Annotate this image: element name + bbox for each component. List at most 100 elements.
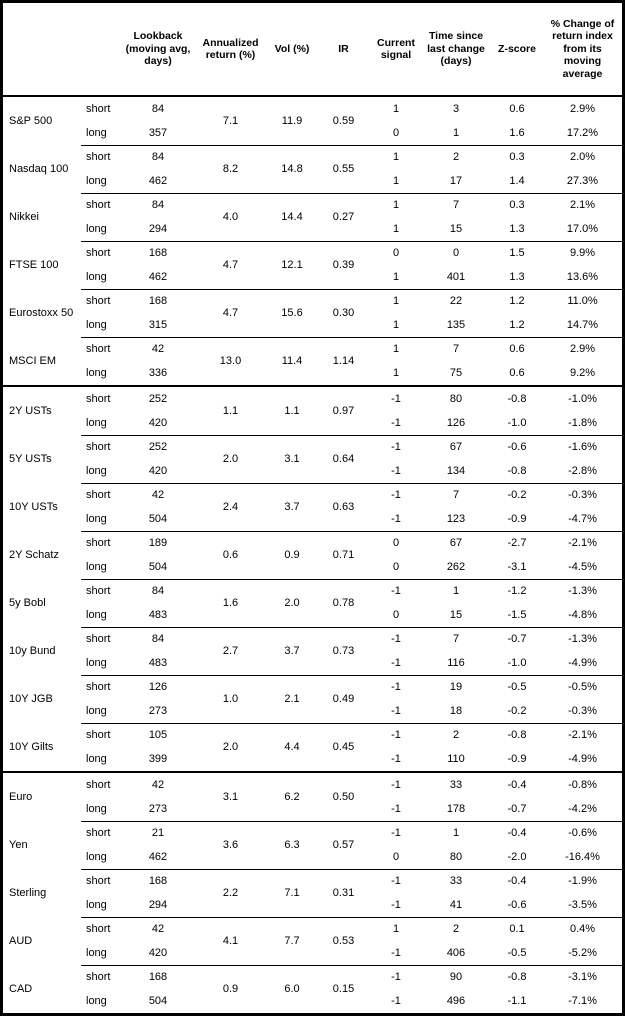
lookback-value: 420	[148, 947, 168, 959]
annualized-return-value: 2.0	[222, 741, 239, 753]
instrument-name: Euro	[9, 791, 33, 803]
z-score-value: -1.0	[507, 657, 527, 669]
instrument-name: 2Y USTs	[9, 405, 52, 417]
z-score-value: 0.3	[509, 199, 525, 211]
window-label: short	[86, 151, 111, 163]
current-signal-value: 0	[392, 247, 400, 259]
z-score-value: -0.5	[507, 947, 527, 959]
z-score-value: -0.4	[507, 827, 527, 839]
annualized-return-value: 8.2	[222, 163, 239, 175]
z-score-value: 1.2	[509, 295, 525, 307]
time-since-value: 80	[449, 851, 463, 863]
instrument-group: 10Y JGB 1.0 2.1 0.49 short 126 -1 19 -0.5 -0.5% lo…	[3, 675, 622, 723]
window-label: long	[86, 705, 107, 717]
z-score-value: -0.4	[507, 779, 527, 791]
pct-change-value: 2.9%	[569, 343, 596, 355]
instrument-name: 10Y USTs	[9, 501, 58, 513]
instrument-name: Nikkei	[9, 211, 39, 223]
window-label: long	[86, 271, 107, 283]
annualized-return-value: 4.0	[222, 211, 239, 223]
z-score-value: -0.5	[507, 681, 527, 693]
instrument-group: S&P 500 7.1 11.9 0.59 short 84 1 3 0.6 2.9% long 35…	[3, 97, 622, 145]
z-score-value: -3.1	[507, 561, 527, 573]
current-signal-value: -1	[391, 995, 401, 1007]
window-label: long	[86, 513, 107, 525]
instrument-name: FTSE 100	[9, 259, 59, 271]
vol-value: 4.4	[284, 741, 300, 753]
window-label: long	[86, 223, 107, 235]
current-signal-value: -1	[391, 585, 401, 597]
time-since-value: 15	[449, 223, 463, 235]
ir-value: 0.49	[332, 693, 355, 705]
instrument-name: 5y Bobl	[9, 597, 46, 609]
lookback-value: 462	[148, 851, 168, 863]
vol-value: 6.3	[284, 839, 300, 851]
lookback-value: 189	[148, 537, 168, 549]
z-score-value: -0.6	[507, 899, 527, 911]
vol-value: 2.0	[284, 597, 300, 609]
window-label: short	[86, 779, 111, 791]
instrument-group: 5y Bobl 1.6 2.0 0.78 short 84 -1 1 -1.2 -1.3% long…	[3, 579, 622, 627]
window-label: long	[86, 561, 107, 573]
current-signal-value: 0	[392, 609, 400, 621]
z-score-value: -1.0	[507, 417, 527, 429]
z-score-value: -0.8	[507, 729, 527, 741]
annualized-return-value: 2.2	[222, 887, 239, 899]
lookback-value: 294	[148, 899, 168, 911]
current-signal-value: -1	[391, 899, 401, 911]
instrument-name: 10Y Gilts	[9, 741, 54, 753]
window-label: short	[86, 343, 111, 355]
ir-value: 0.63	[332, 501, 355, 513]
vol-value: 7.7	[284, 935, 300, 947]
lookback-value: 504	[148, 513, 168, 525]
instrument-name: 10Y JGB	[9, 693, 53, 705]
pct-change-value: -1.6%	[568, 441, 597, 453]
instrument-name: MSCI EM	[9, 355, 57, 367]
vol-value: 3.1	[284, 453, 300, 465]
window-label: long	[86, 465, 107, 477]
instrument-name: Eurostoxx 50	[9, 307, 74, 319]
current-signal-value: 1	[392, 199, 400, 211]
vol-value: 0.9	[284, 549, 300, 561]
window-label: long	[86, 899, 107, 911]
time-since-value: 110	[447, 753, 465, 765]
window-label: short	[86, 827, 111, 839]
current-signal-value: -1	[391, 465, 401, 477]
instrument-group: MSCI EM 13.0 11.4 1.14 short 42 1 7 0.6 2.9% long 3…	[3, 337, 622, 385]
time-since-value: 7	[452, 199, 460, 211]
col-instrument-header	[3, 3, 81, 95]
z-score-value: -1.5	[507, 609, 527, 621]
z-score-value: -0.8	[507, 971, 527, 983]
annualized-return-value: 4.7	[222, 259, 239, 271]
window-label: long	[86, 127, 107, 139]
z-score-value: -0.9	[507, 753, 527, 765]
lookback-value: 21	[151, 827, 165, 839]
pct-change-value: -0.6%	[568, 827, 597, 839]
annualized-return-value: 3.1	[222, 791, 239, 803]
time-since-value: 134	[446, 465, 466, 477]
z-score-value: 1.3	[509, 271, 525, 283]
annualized-return-value: 1.1	[222, 405, 239, 417]
current-signal-value: -1	[391, 489, 401, 501]
current-signal-value: 1	[392, 295, 400, 307]
time-since-value: 401	[446, 271, 466, 283]
time-since-value: 262	[446, 561, 466, 573]
pct-change-value: -4.9%	[568, 753, 597, 765]
current-signal-value: 1	[392, 103, 400, 115]
annualized-return-value: 4.1	[222, 935, 239, 947]
time-since-value: 1	[452, 585, 460, 597]
pct-change-value: -1.3%	[568, 585, 597, 597]
instrument-name: Yen	[9, 839, 28, 851]
current-signal-value: -1	[391, 657, 401, 669]
current-signal-value: -1	[391, 705, 401, 717]
pct-change-value: -0.3%	[568, 489, 597, 501]
annualized-return-value: 4.7	[222, 307, 239, 319]
window-label: long	[86, 657, 107, 669]
instrument-group: CAD 0.9 6.0 0.15 short 168 -1 90 -0.8 -3.1% long 50…	[3, 965, 622, 1013]
instrument-group: 10Y Gilts 2.0 4.4 0.45 short 105 -1 2 -0.8 -2.1% l…	[3, 723, 622, 771]
lookback-value: 84	[151, 151, 165, 163]
col-time-since-header: Time since last change (days)	[427, 30, 485, 68]
col-current-signal-header: Current signal	[377, 36, 415, 62]
current-signal-value: -1	[391, 417, 401, 429]
pct-change-value: -16.4%	[565, 851, 600, 863]
